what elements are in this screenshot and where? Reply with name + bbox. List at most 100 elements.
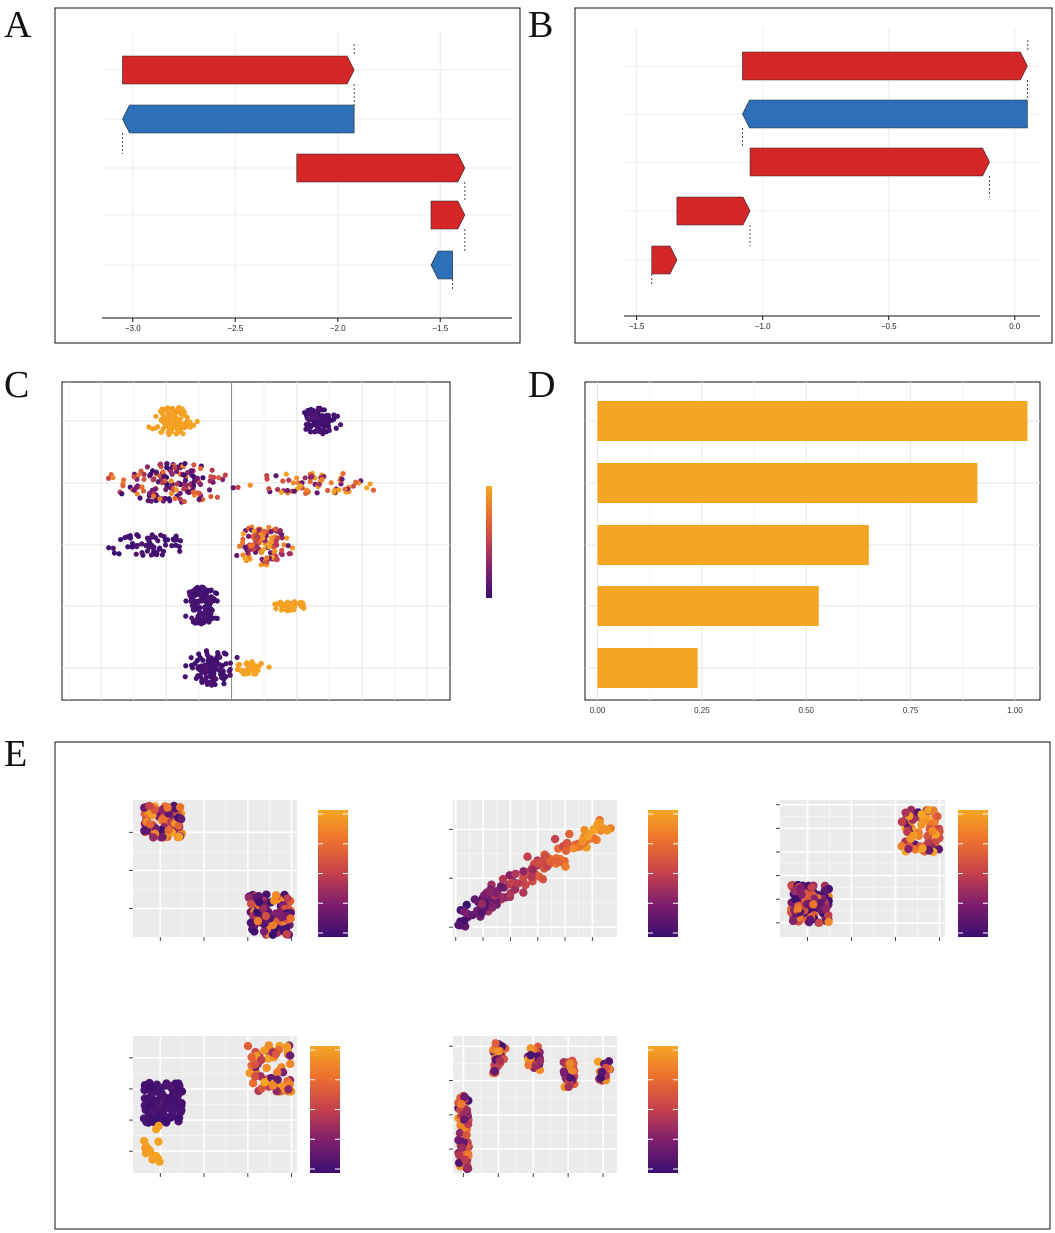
- beeswarm-point: [321, 407, 327, 413]
- beeswarm-point: [191, 591, 197, 597]
- dep-iss-point: [250, 1060, 260, 1069]
- dep-gcs-point: [175, 832, 184, 842]
- beeswarm-point: [331, 489, 337, 495]
- dep-pr-point: [824, 917, 833, 927]
- dep-lh-point: [597, 1067, 607, 1077]
- beeswarm-point: [151, 544, 157, 550]
- beeswarm-point: [222, 472, 228, 478]
- beeswarm-point: [190, 607, 197, 613]
- dep-rs-point: [550, 834, 560, 844]
- beeswarm-point: [205, 595, 211, 601]
- beeswarm-point: [314, 424, 321, 430]
- dep-pr-point: [824, 911, 833, 920]
- dep-rs-point: [528, 865, 537, 874]
- beeswarm-point: [279, 535, 285, 541]
- beeswarm-point: [186, 589, 192, 595]
- beeswarm-point: [277, 527, 283, 534]
- beeswarm-point: [290, 480, 297, 486]
- dep-pr-point: [925, 846, 934, 855]
- dep-rs-point: [565, 829, 574, 839]
- dep-gcs-point: [149, 833, 158, 842]
- beeswarm-point: [174, 468, 180, 475]
- beeswarm-point: [164, 421, 170, 427]
- beeswarm-point: [221, 681, 227, 687]
- beeswarm-point: [273, 473, 279, 479]
- dep-rs-point: [513, 879, 523, 888]
- dep-pr-points: [786, 805, 944, 927]
- beeswarm-point: [179, 408, 185, 414]
- dep-pr-point: [821, 904, 831, 913]
- beeswarm-point: [287, 601, 293, 607]
- importance-bar: [597, 586, 819, 626]
- beeswarm-point: [183, 613, 189, 619]
- beeswarm-point: [154, 424, 161, 430]
- dep-pr-point: [809, 900, 818, 909]
- beeswarm-point: [120, 483, 126, 489]
- beeswarm-point: [173, 542, 179, 548]
- beeswarm-point: [116, 551, 122, 557]
- beeswarm-point: [217, 654, 223, 660]
- dep-gcs-point: [259, 927, 269, 936]
- dep-iss-point: [250, 1072, 260, 1081]
- dep-rs-point: [477, 899, 487, 908]
- panel-label-c: C: [4, 364, 30, 406]
- beeswarm-point: [110, 545, 116, 551]
- wfa-x-tick-label: −2.0: [330, 324, 346, 333]
- beeswarm-point: [262, 528, 268, 535]
- dep-gcs-point: [164, 826, 173, 835]
- dep-gcs-point: [145, 820, 155, 829]
- dep-lh-point: [454, 1158, 464, 1168]
- beeswarm-point: [148, 471, 154, 477]
- beeswarm-point: [162, 407, 168, 413]
- beeswarm-point: [227, 660, 233, 666]
- dep-rs-point: [589, 825, 598, 834]
- beeswarm-point: [192, 619, 198, 625]
- beeswarm-point: [316, 481, 322, 487]
- beeswarm-point: [211, 474, 217, 481]
- beeswarm-point: [284, 535, 290, 541]
- dep-gcs-point: [253, 916, 263, 926]
- dep-iss-point: [284, 1085, 293, 1094]
- beeswarm-point: [253, 671, 259, 677]
- beeswarm-point: [286, 477, 292, 483]
- beeswarm-point: [194, 418, 200, 425]
- wfb-x-tick-label: −1.5: [629, 322, 645, 331]
- beeswarm-point: [197, 674, 204, 680]
- dep-rs-point: [519, 873, 528, 882]
- beeswarm-point: [189, 602, 195, 609]
- wfa-bar: [430, 250, 453, 280]
- beeswarm-point: [169, 426, 175, 432]
- beeswarm-point: [131, 474, 137, 480]
- beeswarm-point: [216, 661, 222, 667]
- beeswarm-point: [160, 548, 167, 554]
- beeswarm-point: [145, 498, 151, 504]
- beeswarm-point: [213, 676, 219, 682]
- dep-lh-point: [455, 1151, 464, 1160]
- dep-rs-point: [459, 907, 469, 916]
- wfb-bar: [676, 196, 751, 226]
- dep-gcs-point: [261, 911, 271, 921]
- beeswarm-point: [181, 472, 187, 478]
- beeswarm-point: [169, 543, 175, 549]
- beeswarm-point: [307, 429, 314, 435]
- dep-pr-point: [931, 836, 941, 846]
- beeswarm-point: [209, 682, 215, 688]
- beeswarm-point: [194, 475, 201, 481]
- beeswarm-point: [280, 478, 286, 484]
- beeswarm-point: [313, 428, 319, 434]
- wfa-bar: [296, 153, 466, 183]
- beeswarm-point: [342, 486, 348, 492]
- beeswarm-point: [223, 651, 229, 657]
- beeswarm-point: [167, 498, 173, 504]
- beeswarm-point: [350, 483, 357, 489]
- beeswarm-point: [189, 615, 195, 621]
- dep-rs-point: [491, 888, 501, 898]
- beeswarm-point: [264, 555, 270, 561]
- beeswarm-point: [198, 617, 204, 624]
- beeswarm-point: [266, 486, 272, 492]
- dep-rs-point: [569, 844, 578, 853]
- beeswarm-point: [146, 542, 152, 548]
- dep-iss-point: [156, 1083, 166, 1093]
- beeswarm-point: [370, 487, 377, 493]
- beeswarm-point: [133, 485, 139, 491]
